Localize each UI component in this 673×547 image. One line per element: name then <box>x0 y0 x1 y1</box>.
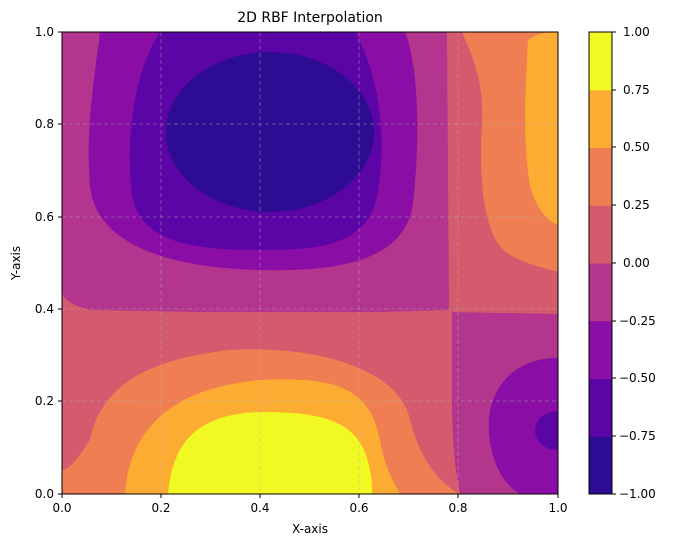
colorbar-segment <box>589 89 612 148</box>
colorbar-tick-label: −0.50 <box>619 371 656 385</box>
colorbar-segment <box>589 320 612 379</box>
x-tick-labels: 0.0 0.2 0.4 0.6 0.8 1.0 <box>52 501 567 515</box>
chart-title: 2D RBF Interpolation <box>237 10 383 26</box>
colorbar: −1.00 −0.75 −0.50 −0.25 0.00 0.25 0.50 0… <box>588 25 656 501</box>
colorbar-ticks <box>612 31 616 495</box>
x-tick-label: 1.0 <box>548 501 567 515</box>
colorbar-tick-label: −1.00 <box>619 487 656 501</box>
y-tick-label: 0.0 <box>35 487 54 501</box>
contour-band-right-violet <box>535 411 558 450</box>
x-tick-label: 0.4 <box>250 501 269 515</box>
colorbar-segment <box>589 378 612 437</box>
contour-band-right-gold <box>525 32 558 225</box>
y-tick-label: 0.2 <box>35 394 54 408</box>
colorbar-tick-label: 0.00 <box>623 256 650 270</box>
x-axis-label: X-axis <box>292 522 328 536</box>
y-tick-labels: 0.0 0.2 0.4 0.6 0.8 1.0 <box>35 25 54 501</box>
colorbar-segment <box>589 147 612 206</box>
colorbar-segments <box>589 32 612 495</box>
colorbar-segment <box>589 436 612 495</box>
y-tick-label: 0.4 <box>35 302 54 316</box>
contour-band-maximum <box>168 412 372 494</box>
contour-plot <box>62 32 558 494</box>
colorbar-tick-label: 0.25 <box>623 198 650 212</box>
plot-frame <box>61 31 559 495</box>
contour-band-minimum <box>166 52 374 212</box>
x-tick-label: 0.0 <box>52 501 71 515</box>
colorbar-tick-label: −0.75 <box>619 429 656 443</box>
x-tick-label: 0.8 <box>448 501 467 515</box>
colorbar-tick-label: 0.75 <box>623 83 650 97</box>
colorbar-tick-label: −0.25 <box>619 314 656 328</box>
y-tick-label: 1.0 <box>35 25 54 39</box>
colorbar-segment <box>589 32 612 91</box>
x-ticks <box>61 494 559 498</box>
x-tick-label: 0.2 <box>151 501 170 515</box>
contour-band-right-purple <box>488 358 558 494</box>
y-ticks <box>58 31 62 495</box>
colorbar-tick-label: 1.00 <box>623 25 650 39</box>
x-tick-label: 0.6 <box>349 501 368 515</box>
y-tick-label: 0.6 <box>35 210 54 224</box>
colorbar-tick-labels: −1.00 −0.75 −0.50 −0.25 0.00 0.25 0.50 0… <box>619 25 656 501</box>
colorbar-tick-label: 0.50 <box>623 140 650 154</box>
colorbar-segment <box>589 263 612 322</box>
colorbar-segment <box>589 205 612 264</box>
y-tick-label: 0.8 <box>35 117 54 131</box>
y-axis-label: Y-axis <box>9 246 23 281</box>
